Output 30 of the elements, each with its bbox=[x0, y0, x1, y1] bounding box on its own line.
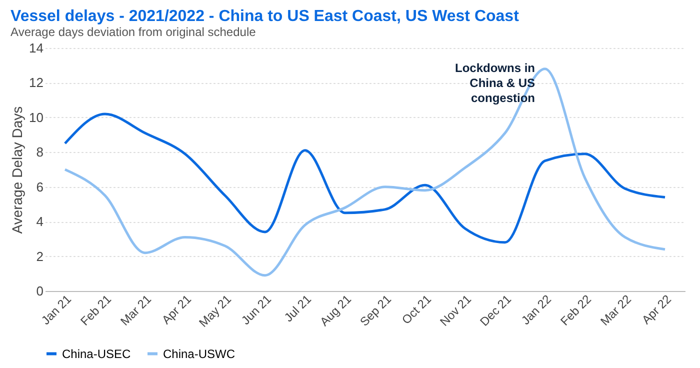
y-tick-label: 0 bbox=[36, 284, 44, 298]
x-tick-label: Mar 22 bbox=[598, 292, 634, 328]
x-tick-label: Aug 21 bbox=[317, 292, 354, 329]
chart-title: Vessel delays - 2021/2022 - China to US East Coast, US West Coast bbox=[10, 8, 520, 25]
x-tick-label: Feb 21 bbox=[78, 292, 114, 328]
x-tick-label: Jul 21 bbox=[281, 292, 314, 325]
x-tick-label: May 21 bbox=[196, 292, 234, 330]
y-tick-label: 12 bbox=[29, 75, 44, 90]
x-tick-label: Sep 21 bbox=[357, 292, 394, 329]
y-tick-label: 2 bbox=[36, 248, 44, 264]
y-tick-label: 4 bbox=[36, 214, 44, 230]
x-tick-label: Feb 22 bbox=[558, 292, 594, 328]
x-tick-label: Jan 22 bbox=[518, 292, 554, 328]
x-tick-label: Oct 21 bbox=[399, 292, 434, 327]
x-tick-label: Dec 21 bbox=[477, 292, 514, 329]
x-tick-label: Apr 22 bbox=[639, 292, 674, 327]
annotation: Lockdowns in China & US congestion bbox=[454, 60, 535, 105]
x-tick-label: Jun 21 bbox=[238, 292, 274, 328]
y-axis-title: Average Delay Days bbox=[9, 106, 26, 234]
x-tick-label: Mar 21 bbox=[118, 292, 154, 328]
legend-label: China-USWC bbox=[163, 346, 236, 361]
y-tick-label: 6 bbox=[36, 179, 44, 194]
chart-subtitle: Average days deviation from original schedule bbox=[10, 25, 256, 39]
y-tick-label: 14 bbox=[29, 40, 44, 56]
y-tick-label: 10 bbox=[29, 110, 44, 125]
x-tick-label: Nov 21 bbox=[437, 292, 474, 329]
y-tick-label: 8 bbox=[36, 144, 44, 160]
line-series bbox=[64, 112, 666, 244]
legend-label: China-USEC bbox=[62, 346, 132, 361]
x-tick-label: Apr 21 bbox=[159, 292, 194, 327]
